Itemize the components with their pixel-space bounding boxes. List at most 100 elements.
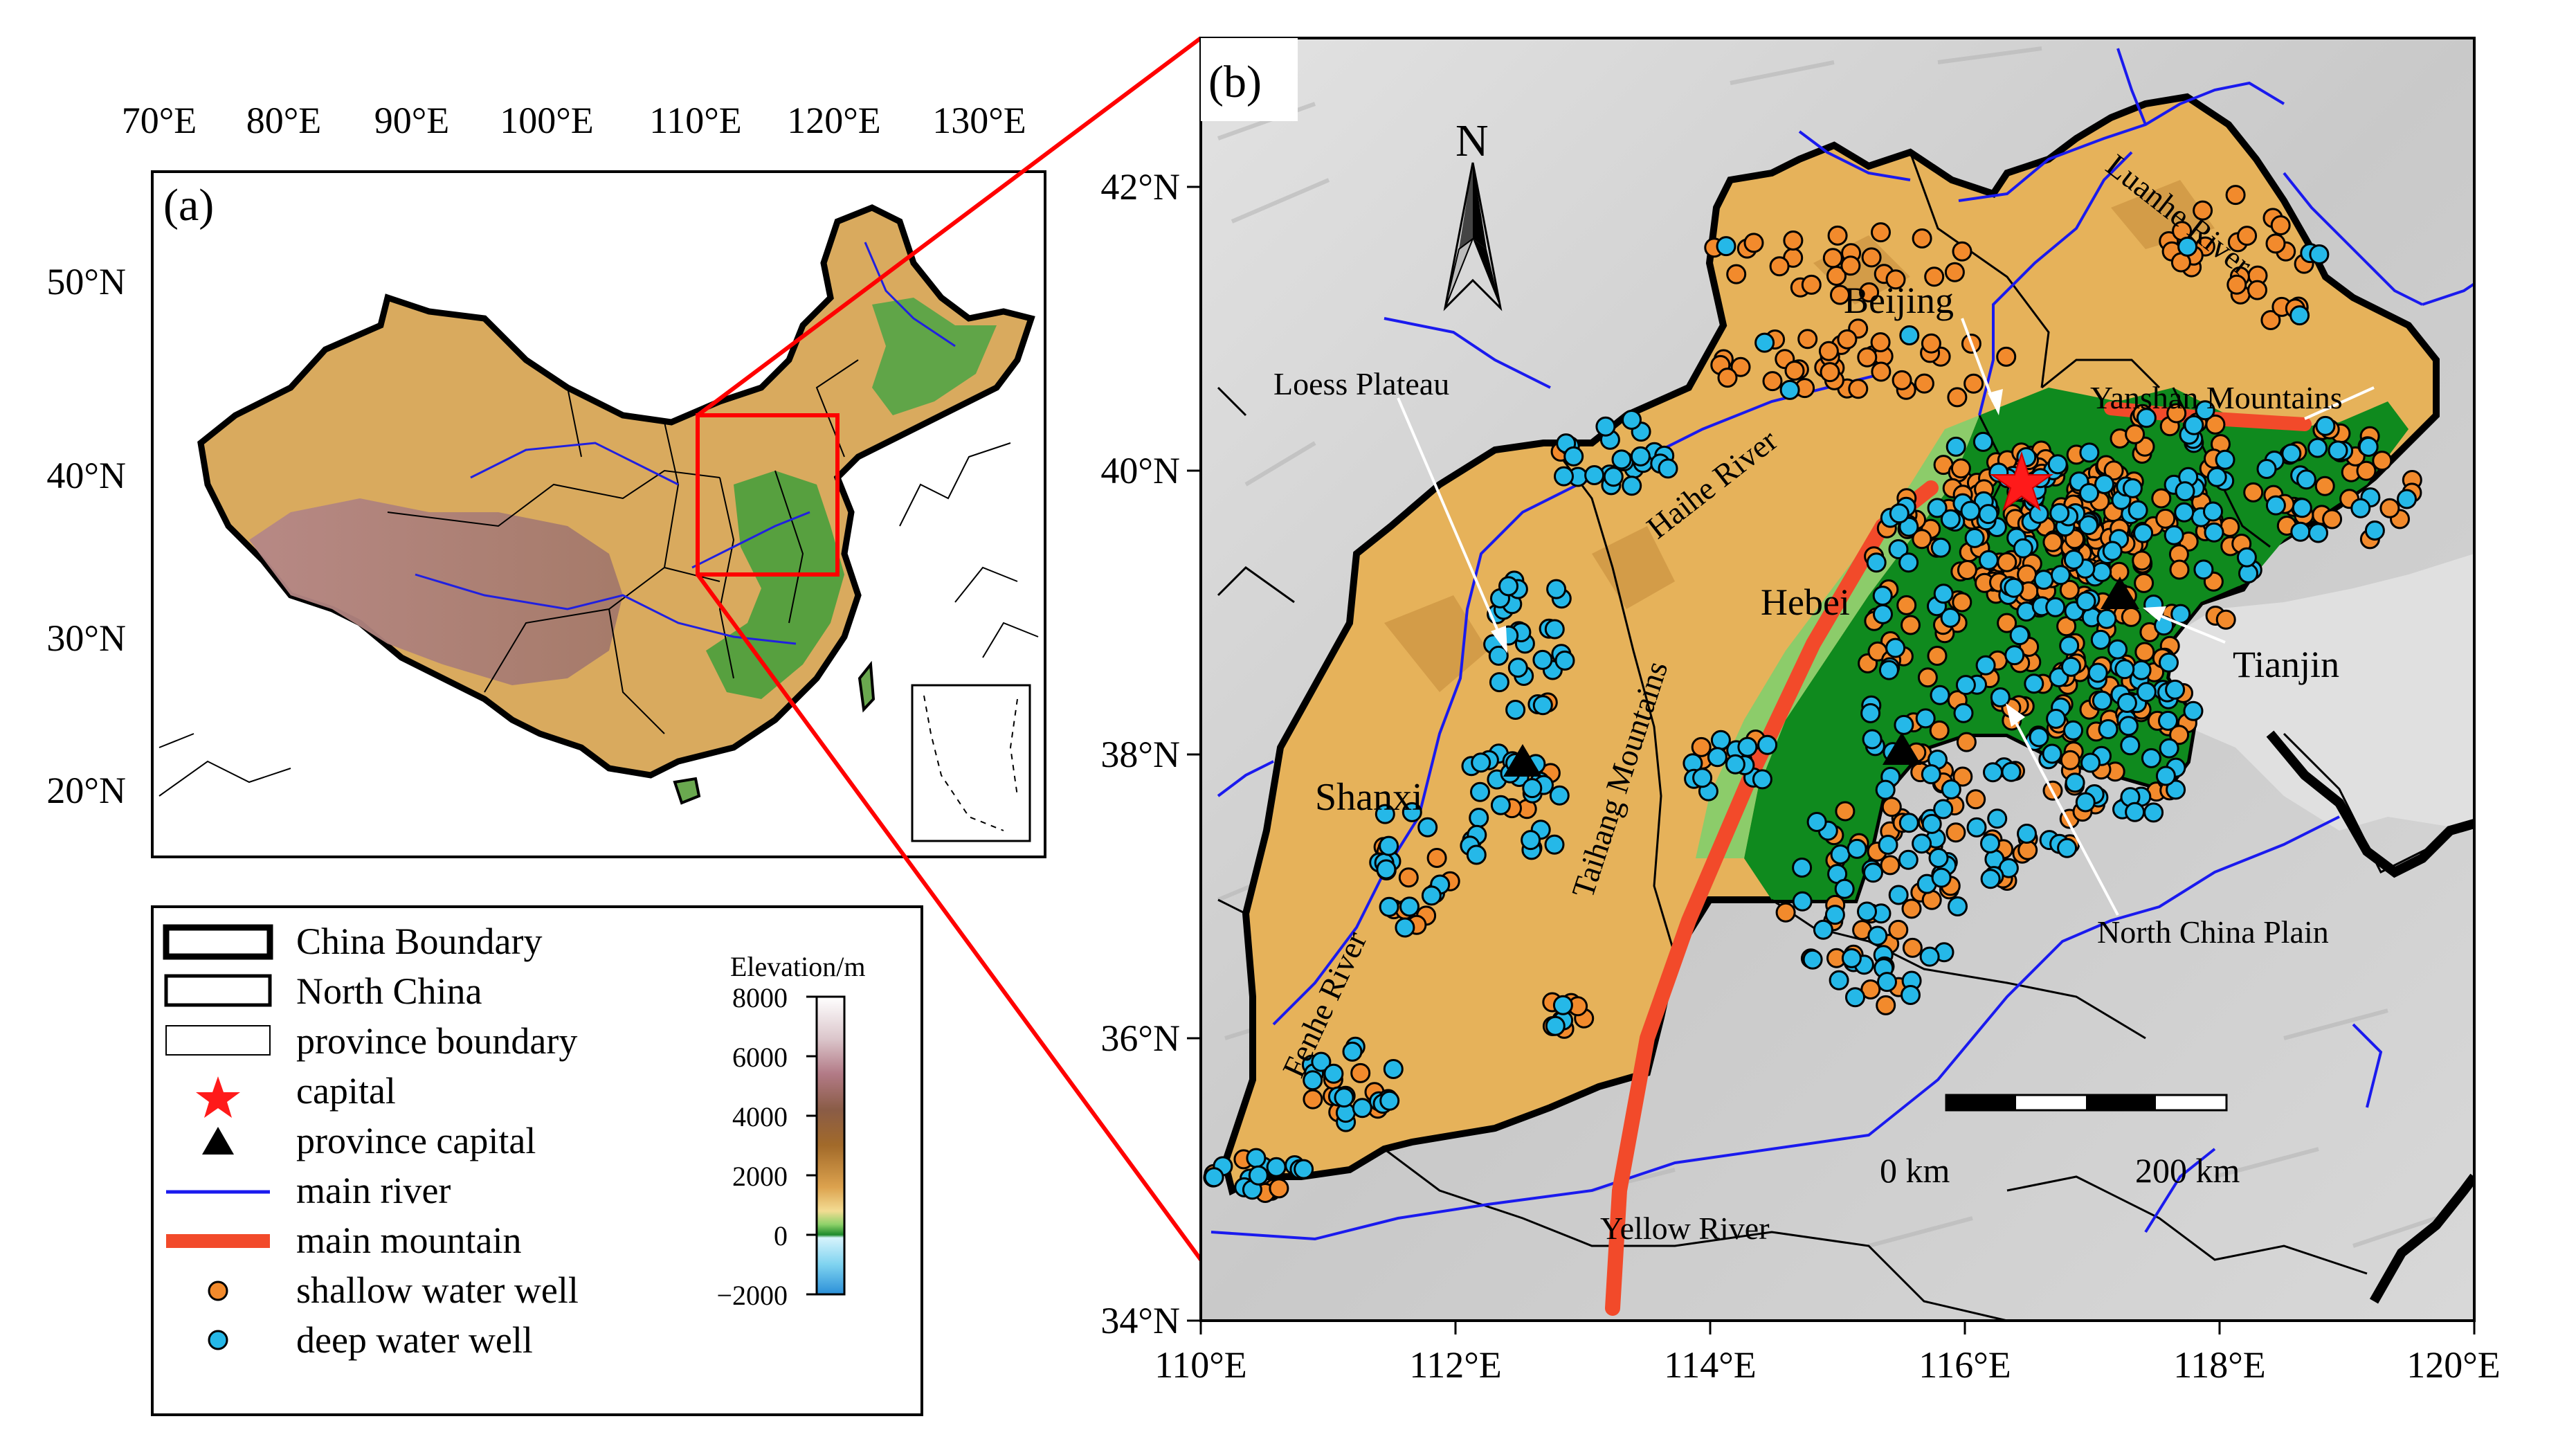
deep-well-point (2087, 662, 2108, 683)
shallow-well-point (1996, 346, 2017, 367)
shallow-well-point (1783, 230, 1804, 251)
deep-well-point (1930, 537, 1951, 558)
shallow-well-point (1871, 361, 1892, 382)
deep-well-point (1248, 1165, 1269, 1186)
deep-well-point (2203, 501, 2223, 522)
shallow-well-point (2226, 274, 2247, 295)
deep-well-point (1940, 509, 1961, 530)
label-beijing: Beijing (1844, 280, 1954, 321)
label-shanxi: Shanxi (1315, 776, 1423, 819)
label-north-china-plain: North China Plain (2097, 914, 2329, 950)
deep-well-point (1466, 844, 1487, 865)
connector-line-bottom (696, 573, 1203, 1261)
deep-well-point (1779, 379, 1800, 400)
shallow-well-point (1743, 233, 1764, 253)
deep-well-point (2133, 523, 2154, 543)
lat-tick-a: 40°N (46, 455, 126, 496)
shallow-well-point (1870, 332, 1891, 352)
lon-tick-b: 118°E (2173, 1344, 2266, 1386)
deep-well-point (1792, 891, 1813, 912)
panel-b: (b) N Beijing Hebei Tianjin Shanxi Loess… (1100, 37, 2501, 1386)
deep-well-point (1802, 949, 1823, 970)
lon-tick-a: 120°E (787, 100, 881, 141)
shallow-well-point (1881, 797, 1902, 817)
inset-dashes (923, 695, 1018, 831)
north-label: N (1455, 116, 1489, 166)
neighbor-boundaries (158, 442, 1039, 797)
legend-box (151, 905, 923, 1416)
deep-well-point (2049, 503, 2070, 523)
deep-well-point (2075, 792, 2096, 813)
deep-well-point (1421, 885, 1442, 906)
legend-label: North China (296, 970, 482, 1012)
shallow-well-point (2193, 200, 2213, 221)
deep-well-point (2094, 474, 2114, 494)
shallow-well-point (2017, 840, 2038, 860)
deep-well-point (1941, 779, 1961, 799)
deep-well-point (1919, 946, 1940, 967)
shallow-well-point (2356, 460, 2377, 481)
lat-tick-a: 30°N (46, 617, 126, 659)
legend-label: province capital (296, 1120, 536, 1161)
colorbar-tick: 2000 (732, 1161, 788, 1192)
deep-well-point (1563, 446, 1584, 467)
panel-b-lat-ticks: 42°N 40°N 38°N 36°N 34°N (1100, 166, 1180, 1341)
shallow-well-point (1912, 228, 1932, 248)
lon-tick-a: 80°E (246, 100, 322, 141)
deep-well-point (1915, 708, 1936, 729)
deep-well-point (2174, 502, 2195, 523)
shallow-well-point (2132, 550, 2152, 571)
deep-well-point (1901, 985, 1921, 1005)
shallow-well-point (1822, 248, 1843, 269)
shallow-well-point (1859, 282, 1880, 302)
deep-well-point (1964, 527, 1985, 548)
colorbar-tick: 4000 (732, 1101, 788, 1132)
label-tianjin: Tianjin (2233, 644, 2339, 685)
shallow-well-point (2265, 233, 2286, 254)
deep-well-point (1987, 808, 2008, 829)
deep-well-point (1323, 1063, 1344, 1084)
shallow-well-point (2270, 215, 2291, 235)
shallow-well-point (2372, 451, 2393, 471)
deep-well-point (1246, 1148, 1267, 1168)
rivers-a (415, 242, 956, 645)
deep-well-point (1507, 658, 1528, 678)
lon-tick-a: 100°E (500, 100, 594, 141)
shallow-well-point (1912, 529, 1932, 550)
shallow-well-point (1827, 225, 1848, 246)
upland-shading (1384, 180, 2215, 692)
deep-well-point (2092, 690, 2112, 711)
deep-well-point (2045, 597, 2066, 617)
shallow-well-point (1952, 592, 1972, 613)
deep-well-point (1546, 579, 1567, 599)
legend-label: province boundary (296, 1020, 577, 1062)
deep-well-point (2328, 440, 2348, 461)
deep-well-point (1990, 687, 2011, 707)
deep-well-point (1725, 754, 1745, 775)
lat-tick-a: 20°N (46, 770, 126, 811)
deep-well-point (1829, 970, 1849, 990)
deep-well-point (1376, 859, 1397, 880)
deep-well-point (2079, 482, 2099, 503)
shallow-well-point (1848, 379, 1869, 399)
deep-well-point (2065, 772, 2085, 793)
deep-well-point (2131, 660, 2152, 680)
deep-well-point (2098, 719, 2119, 739)
deep-well-point (1928, 848, 1949, 868)
lat-tick-b: 38°N (1100, 734, 1180, 775)
deep-well-point (1266, 1157, 1287, 1177)
deep-well-point (1975, 655, 1996, 676)
deep-well-point (1622, 476, 1642, 496)
deep-well-point (1834, 878, 1855, 899)
shallow-well-point (1730, 356, 1751, 377)
deep-well-point (1489, 672, 1509, 693)
deep-well-point (1933, 583, 1954, 604)
shallow-well-point (1902, 937, 1923, 958)
deep-well-point (2281, 443, 2302, 464)
deep-well-point (2159, 652, 2179, 673)
panel-b-tick-marks (1187, 185, 2476, 1334)
lon-tick-a: 130°E (932, 100, 1026, 141)
south-sea-inset (911, 684, 1031, 842)
shallow-well-point (1957, 560, 1977, 580)
lon-tick-b: 120°E (2406, 1344, 2501, 1386)
